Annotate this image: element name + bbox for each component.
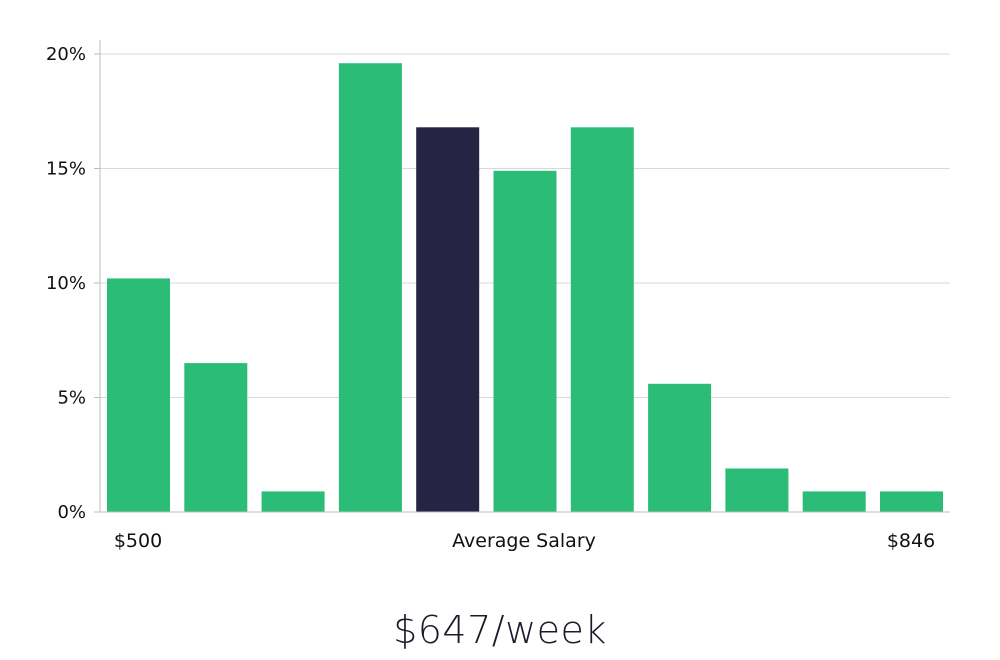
y-tick-label: 5% xyxy=(57,388,86,409)
y-tick-label: 0% xyxy=(57,502,86,523)
x-axis-title: Average Salary xyxy=(452,530,596,552)
bar xyxy=(648,383,712,512)
x-max-label: $846 xyxy=(887,530,935,552)
y-tick-label: 15% xyxy=(46,159,86,180)
bar xyxy=(107,278,170,512)
bar xyxy=(261,491,325,512)
bar xyxy=(184,363,248,512)
histogram-bars xyxy=(107,63,943,513)
bar xyxy=(338,63,402,512)
bar xyxy=(802,491,866,512)
y-tick-labels: 0% 5% 10% 15% 20% xyxy=(46,44,86,523)
bar-highlight xyxy=(416,127,480,513)
bar xyxy=(570,127,634,513)
bar xyxy=(725,468,789,512)
bar xyxy=(493,170,557,513)
bar xyxy=(880,491,943,512)
y-tick-label: 20% xyxy=(46,44,86,65)
y-tick-label: 10% xyxy=(46,273,86,294)
average-salary-headline: $647/week xyxy=(393,608,607,652)
salary-histogram: 0% 5% 10% 15% 20% $500 Average Salary $846 xyxy=(46,40,950,552)
axes xyxy=(99,40,950,513)
x-min-label: $500 xyxy=(114,530,162,552)
